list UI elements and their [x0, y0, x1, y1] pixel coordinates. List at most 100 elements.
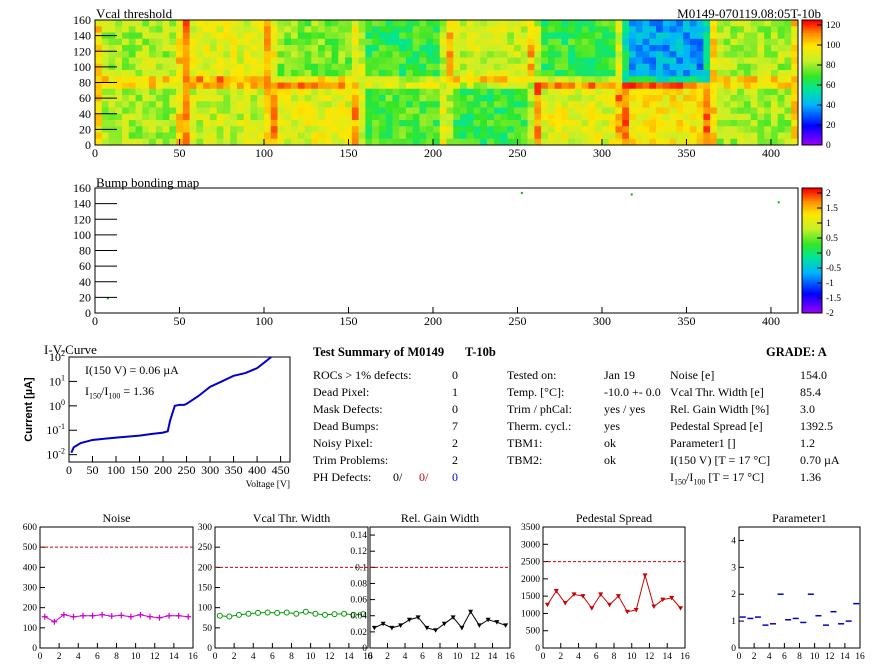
heatmap-cell	[189, 101, 197, 108]
heatmap-cell	[541, 138, 549, 146]
heatmap-cell	[737, 95, 745, 102]
heatmap-cell	[743, 70, 751, 77]
heatmap-cell	[196, 101, 204, 108]
pedestal-spread-y-tick-label: 1500	[521, 592, 540, 602]
heatmap-cell	[561, 38, 569, 46]
heatmap-cell	[412, 138, 420, 146]
heatmap-cell	[169, 63, 177, 71]
heatmap-cell	[331, 76, 339, 83]
heatmap-cell	[453, 107, 461, 115]
heatmap-cell	[338, 38, 346, 46]
heatmap-cell	[182, 113, 190, 121]
heatmap-cell	[432, 138, 441, 146]
heatmap-cell	[263, 32, 272, 40]
heatmap-cell	[358, 113, 366, 121]
heatmap-cell	[710, 113, 718, 121]
heatmap-cell	[405, 26, 414, 33]
heatmap-cell	[122, 20, 130, 27]
heatmap-cell	[155, 82, 163, 90]
heatmap-cell	[385, 51, 393, 58]
heatmap-cell	[716, 76, 724, 83]
heatmap-cell	[331, 138, 339, 146]
heatmap-cell	[737, 20, 745, 27]
heatmap-cell	[223, 120, 231, 127]
heatmap-cell	[656, 63, 664, 71]
color-scale-band	[802, 117, 822, 121]
heatmap-cell	[507, 26, 515, 33]
heatmap-cell	[689, 113, 697, 121]
heatmap-cell	[493, 88, 501, 96]
heatmap-cell	[365, 132, 373, 140]
heatmap-cell	[568, 57, 576, 65]
heatmap-cell	[250, 82, 258, 90]
heatmap-cell	[581, 20, 589, 27]
heatmap-cell	[169, 126, 177, 133]
heatmap-cell	[432, 51, 441, 58]
heatmap-cell	[135, 113, 143, 121]
heatmap-cell	[716, 88, 724, 96]
heatmap-cell	[716, 107, 724, 115]
heatmap-cell	[257, 45, 265, 52]
heatmap-cell	[331, 132, 339, 140]
heatmap-cell	[696, 38, 704, 46]
color-scale-band	[802, 192, 822, 195]
pedestal-spread-point	[544, 602, 550, 608]
heatmap-cell	[432, 132, 441, 140]
color-scale-band	[802, 109, 822, 113]
heatmap-cell	[162, 138, 170, 146]
heatmap-cell	[176, 120, 184, 127]
heatmap-cell	[737, 45, 745, 52]
heatmap-cell	[750, 51, 758, 58]
heatmap-cell	[365, 63, 373, 71]
parameter1-x-tick-label: 2	[752, 652, 757, 662]
heatmap-cell	[507, 45, 515, 52]
heatmap-cell	[777, 126, 785, 133]
heatmap-cell	[209, 113, 217, 121]
bump-defect-dot	[777, 201, 780, 204]
heatmap-cell	[480, 113, 488, 121]
heatmap-cell	[554, 57, 562, 65]
heatmap-cell	[277, 45, 285, 52]
heatmap-cell	[351, 138, 359, 146]
heatmap-cell	[473, 38, 481, 46]
heatmap-cell	[155, 38, 163, 46]
heatmap-cell	[689, 32, 697, 40]
heatmap-cell	[405, 70, 414, 77]
heatmap-cell	[500, 26, 508, 33]
heatmap-cell	[318, 126, 326, 133]
heatmap-cell	[595, 57, 603, 65]
heatmap-cell	[155, 63, 163, 71]
heatmap-cell	[345, 120, 353, 127]
heatmap-cell	[757, 101, 765, 108]
heatmap-cell	[169, 101, 177, 108]
heatmap-cell	[534, 32, 542, 40]
heatmap-cell	[770, 45, 779, 52]
heatmap-cell	[581, 51, 589, 58]
heatmap-cell	[270, 95, 278, 102]
heatmap-cell	[385, 101, 393, 108]
heatmap-cell	[703, 32, 711, 40]
heatmap-cell	[574, 57, 582, 65]
pedestal-spread-x-tick-label: 16	[680, 652, 690, 662]
heatmap-cell	[385, 138, 393, 146]
heatmap-cell	[561, 32, 569, 40]
heatmap-cell	[554, 120, 562, 127]
heatmap-cell	[601, 107, 610, 115]
heatmap-cell	[480, 88, 488, 96]
heatmap-cell	[710, 76, 718, 83]
heatmap-cell	[419, 32, 427, 40]
heatmap-cell	[149, 57, 157, 65]
heatmap-cell	[696, 45, 704, 52]
heatmap-cell	[635, 132, 643, 140]
heatmap-cell	[405, 82, 414, 90]
heatmap-cell	[291, 88, 299, 96]
heatmap-cell	[703, 132, 711, 140]
noise-x-tick-label: 8	[114, 652, 119, 662]
heatmap-cell	[345, 32, 353, 40]
heatmap-cell	[750, 95, 758, 102]
heatmap-cell	[649, 57, 657, 65]
heatmap-cell	[710, 45, 718, 52]
map-y-tick-label: 20	[79, 122, 91, 136]
noise-point	[108, 613, 115, 620]
heatmap-cell	[236, 120, 245, 127]
